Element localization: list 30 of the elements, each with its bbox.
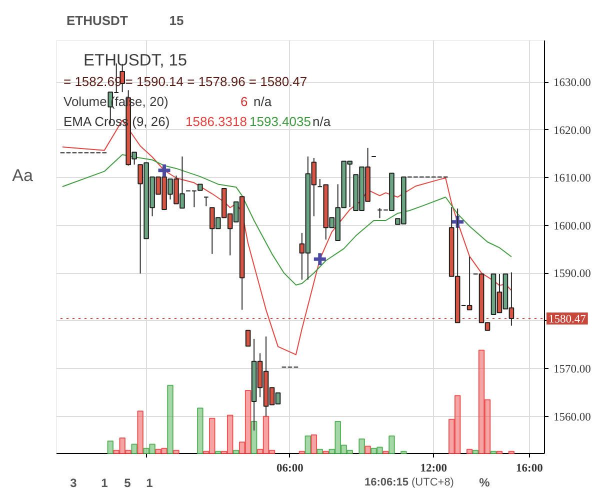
annotation: 1593.4035 xyxy=(250,114,311,129)
annotation: 6 xyxy=(240,94,248,109)
point xyxy=(156,162,172,178)
x-tick-label: 06:00 xyxy=(276,462,304,474)
text: 16:06:15 xyxy=(364,476,409,488)
text: 1 xyxy=(146,476,154,490)
annotation: n/a xyxy=(254,94,272,109)
text: ETHUSDT, 15 xyxy=(84,52,188,70)
annotation: 1586.3318 xyxy=(186,114,247,129)
text: ETHUSDT xyxy=(66,13,128,28)
y-tick-label: 1560.00 xyxy=(554,411,592,424)
y-tick-label: 1630.00 xyxy=(554,77,592,90)
text: 1 xyxy=(101,476,108,490)
text: Aa xyxy=(12,166,34,185)
text: (UTC+8) xyxy=(412,476,454,488)
text: 3 xyxy=(70,476,78,490)
y-tick-label: 1620.00 xyxy=(554,124,592,137)
text: 5 xyxy=(124,476,132,490)
x-tick-label: 12:00 xyxy=(420,462,448,474)
y-tick-label: 1610.00 xyxy=(554,172,592,185)
candlestick xyxy=(245,330,251,347)
y-tick-label: 1570.00 xyxy=(554,364,592,376)
annotation: n/a xyxy=(312,114,332,129)
text: 15 xyxy=(169,13,184,28)
text: % xyxy=(479,476,490,490)
y-tick-label: 1590.00 xyxy=(554,268,592,280)
ref-line-label: 1580.47 xyxy=(548,314,586,326)
y-tick-label: 1600.00 xyxy=(554,220,592,232)
x-tick-label: 16:00 xyxy=(516,462,544,474)
point xyxy=(312,251,328,267)
